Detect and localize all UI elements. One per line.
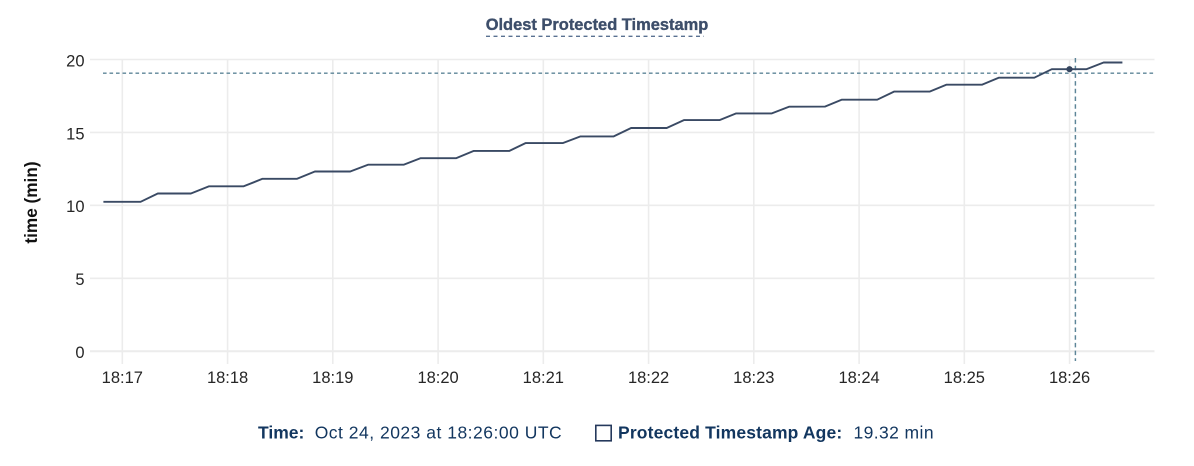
svg-text:time (min): time (min)	[21, 161, 41, 243]
svg-text:10: 10	[66, 198, 84, 216]
svg-text:18:26: 18:26	[1049, 369, 1090, 387]
svg-text:Oldest Protected Timestamp: Oldest Protected Timestamp	[486, 16, 709, 34]
svg-text:18:20: 18:20	[417, 369, 458, 387]
svg-text:18:25: 18:25	[944, 369, 985, 387]
svg-text:18:23: 18:23	[733, 369, 774, 387]
svg-text:18:19: 18:19	[312, 369, 353, 387]
svg-text:18:24: 18:24	[838, 369, 879, 387]
svg-text:0: 0	[75, 344, 84, 362]
svg-text:18:21: 18:21	[523, 369, 564, 387]
svg-text:19.32 min: 19.32 min	[854, 422, 934, 442]
svg-text:15: 15	[66, 125, 84, 143]
svg-text:5: 5	[75, 271, 84, 289]
svg-text:Protected Timestamp Age:: Protected Timestamp Age:	[618, 422, 842, 442]
svg-text:Time:: Time:	[258, 422, 304, 442]
svg-text:18:18: 18:18	[207, 369, 248, 387]
svg-text:18:22: 18:22	[628, 369, 669, 387]
svg-text:18:17: 18:17	[102, 369, 143, 387]
svg-text:Oct 24, 2023 at 18:26:00 UTC: Oct 24, 2023 at 18:26:00 UTC	[315, 422, 562, 442]
svg-text:20: 20	[66, 52, 84, 70]
